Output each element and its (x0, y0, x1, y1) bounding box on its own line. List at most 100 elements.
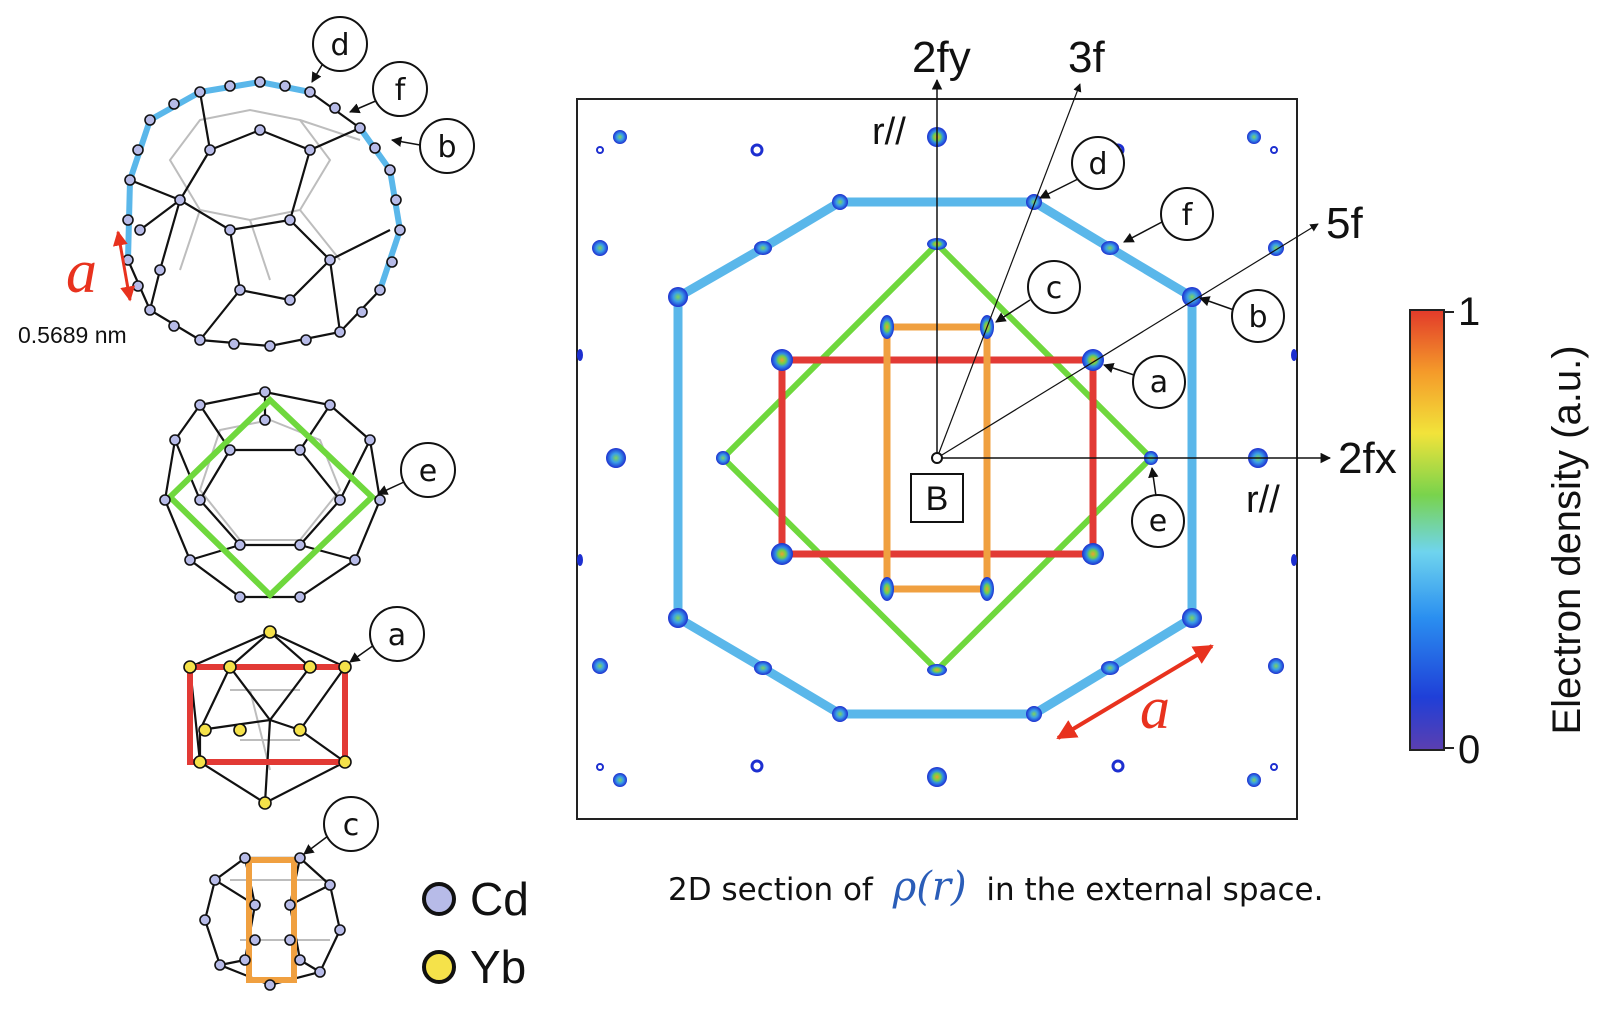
cluster-marker-e: e (377, 442, 456, 498)
density-spot (750, 759, 764, 773)
caption-suffix: in the external space. (986, 872, 1324, 908)
yb-atom-icon (422, 950, 456, 984)
map-markers: d f c b a (995, 136, 1285, 548)
svg-text:f: f (395, 73, 407, 108)
edge-label: a (1140, 675, 1170, 741)
svg-text:f: f (1182, 198, 1194, 233)
axis-5f-label: 5f (1326, 199, 1363, 248)
density-spot (1101, 661, 1119, 675)
svg-text:a: a (1150, 365, 1168, 400)
density-spot (880, 315, 894, 339)
r-parallel-label-top: r// (872, 111, 906, 153)
cluster-marker-b: b (390, 118, 475, 174)
cluster-edge-length: 0.5689 nm (18, 322, 127, 348)
density-spot (1082, 349, 1104, 371)
legend-label-yb: Yb (470, 941, 527, 993)
density-spot (596, 146, 604, 154)
figure-caption: 2D section of ρ(r) in the external space… (668, 864, 1323, 910)
density-spot (592, 240, 608, 256)
axis-3f-line (936, 83, 1082, 459)
svg-text:c: c (343, 808, 360, 843)
center-box (910, 473, 964, 523)
density-spot (927, 664, 947, 676)
density-spot (668, 608, 688, 628)
cd-atom-icon (422, 882, 456, 916)
density-spot (668, 287, 688, 307)
cluster-blue: a (66, 76, 406, 352)
density-spot (577, 554, 583, 566)
edge-arrow (1056, 644, 1214, 740)
density-spot (1026, 194, 1042, 210)
axis-5f-line (936, 223, 1319, 459)
density-spot (1270, 146, 1278, 154)
map-marker-a: a (1103, 355, 1186, 409)
svg-text:d: d (330, 28, 349, 63)
axis-2fy-label: 2fy (912, 33, 971, 82)
colorbar-label: Electron density (a.u.) (1545, 345, 1589, 734)
density-spot (832, 706, 848, 722)
svg-text:b: b (437, 130, 456, 165)
svg-text:c: c (1046, 271, 1063, 306)
density-spot (1182, 608, 1202, 628)
density-spot (1026, 706, 1042, 722)
density-spot (1291, 554, 1297, 566)
cluster-marker-d: d (311, 16, 368, 83)
cluster-green (159, 386, 386, 603)
density-spot (754, 241, 772, 255)
density-spot (592, 658, 608, 674)
density-spot (832, 194, 848, 210)
svg-text:e: e (1149, 504, 1167, 539)
density-spot (596, 763, 604, 771)
caption-prefix: 2D section of (668, 872, 873, 908)
density-spot (880, 577, 894, 601)
density-spot (1111, 759, 1125, 773)
cluster-marker-a: a (349, 606, 425, 663)
cluster-edge-label: a (66, 238, 97, 306)
density-map: 2fy 3f 5f 2fx r// r// B d f c (576, 33, 1397, 820)
density-spot (1247, 130, 1261, 144)
map-marker-c: c (995, 260, 1081, 323)
cluster-marker-f: f (349, 61, 428, 117)
density-spot (927, 767, 947, 787)
density-spot (613, 130, 627, 144)
density-spot (1270, 763, 1278, 771)
axis-2fx-label: 2fx (1338, 434, 1397, 483)
legend-label-cd: Cd (470, 873, 529, 925)
density-spot (577, 349, 583, 361)
cluster-markers: d f b e a c (303, 16, 475, 855)
density-spot (754, 661, 772, 675)
density-spot (1268, 658, 1284, 674)
density-spot (1082, 543, 1104, 565)
cluster-marker-c: c (303, 796, 379, 855)
colorbar-gradient (1409, 309, 1445, 751)
density-spot (1247, 773, 1261, 787)
center-label: B (926, 480, 949, 518)
colorbar-max: 1 (1458, 290, 1480, 334)
density-spot (1291, 349, 1297, 361)
map-marker-e: e (1131, 466, 1185, 548)
map-marker-f: f (1123, 187, 1214, 243)
map-marker-b: b (1199, 289, 1285, 343)
density-spot (1182, 287, 1202, 307)
density-spot (716, 451, 730, 465)
density-spot (771, 543, 793, 565)
colorbar: 1 0 Electron density (a.u.) (1409, 290, 1589, 772)
legend-item-cd: Cd (422, 872, 529, 926)
density-spot (1101, 241, 1119, 255)
svg-text:d: d (1088, 147, 1107, 182)
density-spot (750, 143, 764, 157)
caption-symbol: ρ(r) (892, 864, 967, 910)
density-spot (980, 577, 994, 601)
map-marker-d: d (1039, 136, 1125, 199)
density-spot (613, 773, 627, 787)
svg-text:b: b (1248, 300, 1267, 335)
axis-3f-label: 3f (1068, 33, 1105, 82)
origin-point (931, 452, 943, 464)
svg-text:a: a (388, 618, 406, 653)
direction-lines (931, 78, 1332, 464)
cluster-edge-arrow (112, 230, 136, 302)
density-spot (606, 448, 626, 468)
svg-text:e: e (419, 454, 437, 489)
cluster-orange (199, 852, 346, 991)
